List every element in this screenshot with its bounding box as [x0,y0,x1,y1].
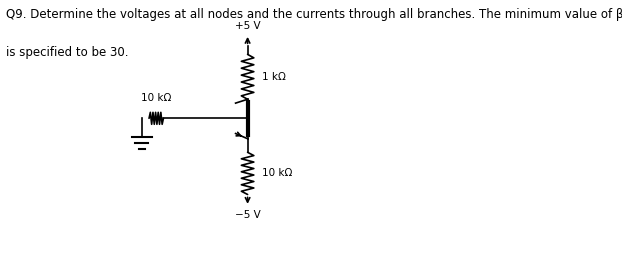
Text: 10 kΩ: 10 kΩ [141,93,172,103]
Text: −5 V: −5 V [234,210,261,220]
Text: 10 kΩ: 10 kΩ [262,168,292,178]
Text: +5 V: +5 V [234,21,261,31]
Text: is specified to be 30.: is specified to be 30. [6,46,128,59]
Text: Q9. Determine the voltages at all nodes and the currents through all branches. T: Q9. Determine the voltages at all nodes … [6,8,622,21]
Text: 1 kΩ: 1 kΩ [262,72,286,82]
